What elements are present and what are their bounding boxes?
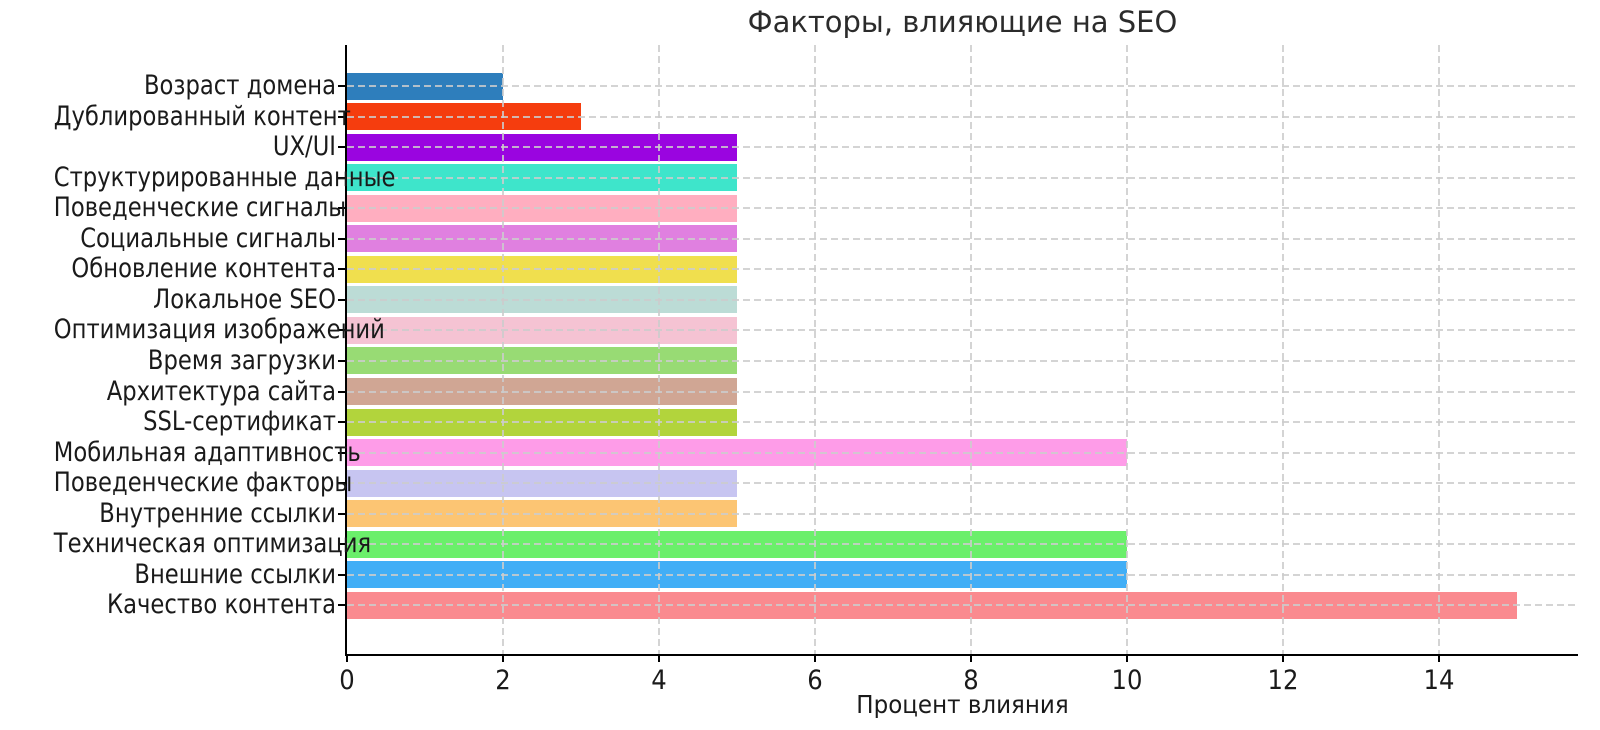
x-tick-label-8: 8 — [963, 665, 979, 696]
h-gridline-9 — [347, 359, 1578, 362]
y-tick-label-4: Поведенческие сигналы — [53, 192, 347, 224]
y-tick-10 — [338, 390, 345, 393]
y-tick-1 — [338, 115, 345, 118]
y-tick-2 — [338, 146, 345, 149]
h-gridline-7 — [347, 298, 1578, 301]
h-gridline-15 — [347, 543, 1578, 546]
h-gridline-12 — [347, 451, 1578, 454]
h-gridline-14 — [347, 512, 1578, 515]
y-tick-label-15: Техническая оптимизация — [53, 528, 372, 560]
y-tick-label-3: Структурированные данные — [53, 161, 396, 193]
x-tick-label-2: 2 — [495, 665, 511, 696]
v-gridline-14 — [1438, 45, 1440, 654]
h-gridline-13 — [347, 482, 1578, 485]
y-tick-label-12: Мобильная адаптивность — [53, 436, 361, 468]
x-tick-8 — [970, 656, 972, 662]
y-tick-9 — [338, 359, 345, 362]
x-tick-label-4: 4 — [651, 665, 667, 696]
h-gridline-3 — [347, 176, 1578, 179]
y-tick-label-17: Качество контента — [106, 589, 336, 621]
x-tick-label-10: 10 — [1111, 665, 1143, 696]
y-tick-16 — [338, 573, 345, 576]
x-tick-label-12: 12 — [1267, 665, 1299, 696]
h-gridline-0 — [347, 85, 1578, 87]
y-tick-4 — [338, 207, 345, 210]
h-gridline-17 — [347, 604, 1578, 607]
h-gridline-8 — [347, 329, 1578, 332]
v-gridline-6 — [814, 45, 816, 654]
y-tick-15 — [338, 543, 345, 546]
x-axis-label: Процент влияния — [856, 690, 1069, 719]
y-tick-label-9: Время загрузки — [147, 344, 336, 376]
y-tick-label-16: Внешние ссылки — [134, 558, 336, 590]
left-spine — [345, 45, 347, 654]
y-tick-6 — [338, 268, 345, 271]
h-gridline-11 — [347, 421, 1578, 424]
bottom-spine — [345, 654, 1578, 656]
h-gridline-5 — [347, 237, 1578, 240]
y-tick-label-10: Архитектура сайта — [106, 375, 336, 407]
x-tick-0 — [346, 656, 348, 662]
y-tick-label-13: Поведенческие факторы — [53, 467, 353, 499]
y-tick-8 — [338, 329, 345, 332]
y-tick-label-7: Локальное SEO — [153, 283, 336, 315]
x-tick-12 — [1282, 656, 1284, 662]
y-tick-7 — [338, 298, 345, 301]
h-gridline-2 — [347, 146, 1578, 149]
h-gridline-10 — [347, 390, 1578, 393]
v-gridline-8 — [970, 45, 972, 654]
x-tick-6 — [814, 656, 816, 662]
h-gridline-16 — [347, 573, 1578, 576]
h-gridline-6 — [347, 268, 1578, 271]
y-tick-14 — [338, 512, 345, 515]
y-tick-17 — [338, 604, 345, 607]
v-gridline-10 — [1126, 45, 1128, 654]
x-tick-4 — [658, 656, 660, 662]
h-gridline-1 — [347, 115, 1578, 118]
y-tick-5 — [338, 237, 345, 240]
y-tick-label-6: Обновление контента — [71, 253, 336, 285]
x-tick-2 — [502, 656, 504, 662]
y-tick-label-1: Дублированный контент — [53, 100, 351, 132]
x-tick-label-0: 0 — [339, 665, 355, 696]
y-tick-3 — [338, 176, 345, 179]
y-tick-label-2: UX/UI — [272, 131, 336, 163]
h-gridline-4 — [347, 207, 1578, 210]
x-tick-label-6: 6 — [807, 665, 823, 696]
v-gridline-4 — [658, 45, 660, 654]
x-tick-10 — [1126, 656, 1128, 662]
v-gridline-2 — [502, 45, 504, 654]
x-tick-14 — [1438, 656, 1440, 662]
y-tick-12 — [338, 451, 345, 454]
y-tick-13 — [338, 482, 345, 485]
v-gridline-12 — [1282, 45, 1284, 654]
y-tick-label-0: Возраст домена — [143, 70, 336, 101]
x-tick-label-14: 14 — [1423, 665, 1455, 696]
y-tick-label-5: Социальные сигналы — [80, 222, 336, 254]
y-tick-11 — [338, 421, 345, 424]
y-tick-label-11: SSL-сертификат — [143, 406, 336, 438]
y-tick-label-8: Оптимизация изображений — [53, 314, 385, 346]
chart-title: Факторы, влияющие на SEO — [747, 5, 1178, 39]
y-tick-0 — [338, 85, 345, 87]
y-tick-label-14: Внутренние ссылки — [99, 497, 336, 529]
